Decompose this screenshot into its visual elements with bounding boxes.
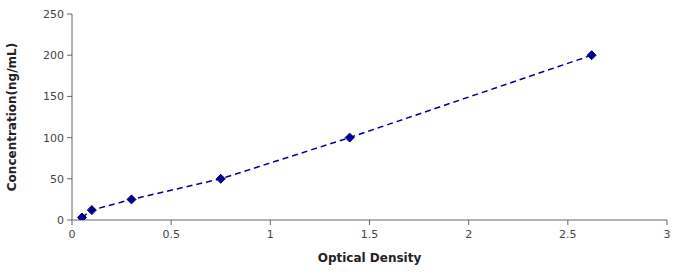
x-tick-label: 1.5 bbox=[361, 228, 379, 241]
x-tick bbox=[667, 220, 668, 225]
y-tick-label: 250 bbox=[43, 8, 64, 21]
y-axis-line bbox=[72, 14, 73, 220]
marker bbox=[587, 51, 596, 60]
marker bbox=[77, 213, 86, 220]
x-tick-label: 2 bbox=[465, 228, 472, 241]
axes: 0 0.5 1 1.5 2 2.5 3 0 50 100 150 200 250 bbox=[43, 8, 671, 241]
x-axis-label: Optical Density bbox=[318, 251, 422, 265]
y-tick bbox=[67, 55, 72, 56]
x-tick-label: 3 bbox=[664, 228, 671, 241]
chart-container: 0 0.5 1 1.5 2 2.5 3 0 50 100 150 200 250 Optical Dens… bbox=[0, 0, 689, 272]
x-tick-label: 0.5 bbox=[162, 228, 180, 241]
y-tick bbox=[67, 178, 72, 179]
y-tick bbox=[67, 14, 72, 15]
y-tick bbox=[67, 220, 72, 221]
x-tick bbox=[171, 220, 172, 225]
y-tick-label: 0 bbox=[57, 214, 64, 227]
series bbox=[77, 51, 596, 220]
x-tick bbox=[72, 220, 73, 225]
marker bbox=[127, 195, 136, 204]
x-tick bbox=[468, 220, 469, 225]
y-tick-label: 50 bbox=[50, 173, 64, 186]
chart: 0 0.5 1 1.5 2 2.5 3 0 50 100 150 200 250 Optical Dens… bbox=[0, 0, 689, 272]
y-tick bbox=[67, 96, 72, 97]
line bbox=[82, 55, 592, 217]
y-tick-label: 200 bbox=[43, 49, 64, 62]
x-tick bbox=[270, 220, 271, 225]
x-tick bbox=[369, 220, 370, 225]
y-axis-label: Concentration(ng/mL) bbox=[5, 43, 19, 191]
x-tick-label: 0 bbox=[69, 228, 76, 241]
marker bbox=[216, 174, 225, 183]
y-tick bbox=[67, 137, 72, 138]
x-tick-label: 2.5 bbox=[559, 228, 577, 241]
x-tick bbox=[567, 220, 568, 225]
marker bbox=[345, 133, 354, 142]
marker bbox=[87, 206, 96, 215]
y-tick-label: 100 bbox=[43, 132, 64, 145]
x-tick-label: 1 bbox=[267, 228, 274, 241]
y-tick-label: 150 bbox=[43, 90, 64, 103]
